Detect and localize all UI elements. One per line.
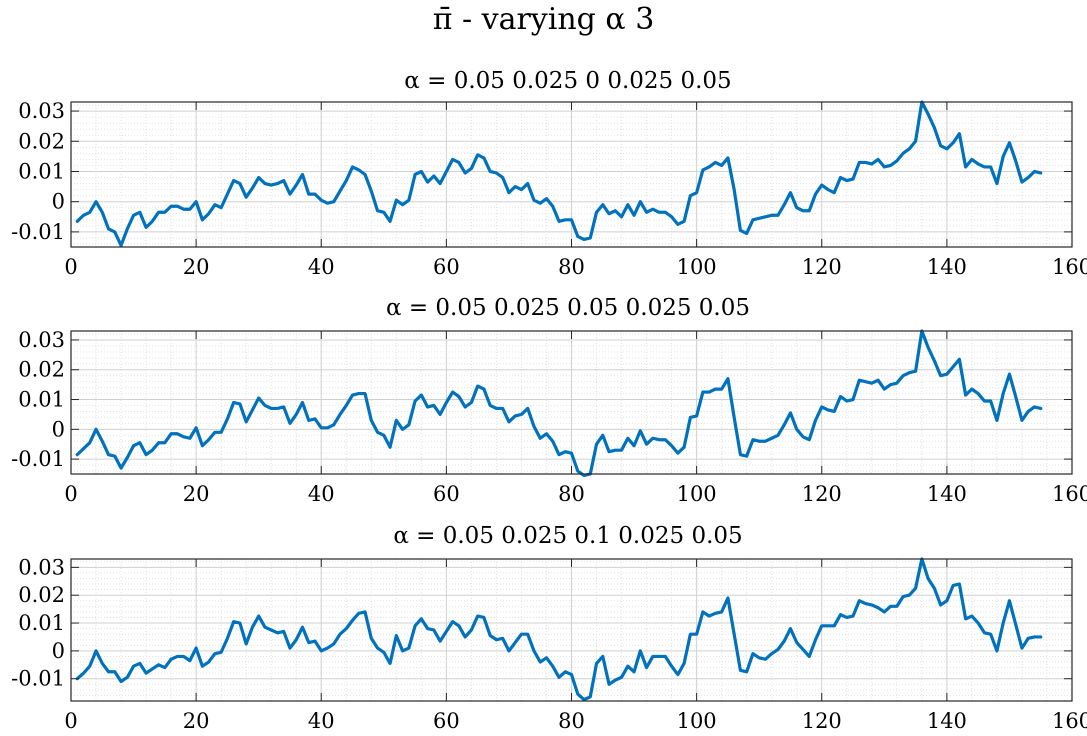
y-tick-label: 0 [52,417,65,441]
x-tick-label: 120 [802,482,842,506]
y-tick-label: -0.01 [11,447,65,471]
y-tick-label: 0.01 [18,159,65,183]
subplot-title: α = 0.05 0.025 0 0.025 0.05 [404,68,731,94]
x-tick-label: 140 [927,255,967,279]
x-tick-label: 60 [433,709,460,733]
x-tick-label: 60 [433,482,460,506]
x-tick-label: 160 [1052,709,1087,733]
x-tick-label: 80 [558,482,585,506]
x-tick-label: 40 [308,255,335,279]
series-line [75,329,1043,478]
y-tick-label: 0 [52,639,65,663]
subplot-3: α = 0.05 0.025 0.1 0.025 0.05 0 20 40 60 80 1… [11,523,1087,733]
x-tick-label: 40 [308,709,335,733]
y-tick-label: -0.01 [11,667,65,691]
plot-area: 0 20 40 60 80 100 120 140 160 -0.01 0 0.01 0.02 0.03 [11,555,1087,733]
y-tick-label: 0.02 [18,358,65,382]
x-tick-label: 140 [927,482,967,506]
x-tick-label: 80 [558,255,585,279]
y-tick-label: 0.03 [18,328,65,352]
subplot-1: α = 0.05 0.025 0 0.025 0.05 0 20 40 60 80 100… [11,68,1087,279]
y-tick-label: 0 [52,190,65,214]
y-tick-label: 0.03 [18,555,65,579]
y-tick-label: -0.01 [11,220,65,244]
plot-area: 0 20 40 60 80 100 120 140 160 -0.01 0 0.01 0.02 0.03 [11,99,1087,279]
x-tick-label: 20 [183,482,210,506]
y-tick-label: 0.01 [18,611,65,635]
x-tick-label: 80 [558,709,585,733]
x-tick-label: 60 [433,255,460,279]
y-tick-label: 0.03 [18,99,65,123]
x-tick-label: 20 [183,255,210,279]
plot-area: 0 20 40 60 80 100 120 140 160 -0.01 0 0.01 0.02 0.03 [11,328,1087,506]
x-tick-label: 120 [802,255,842,279]
subplot-title: α = 0.05 0.025 0.05 0.025 0.05 [386,295,750,321]
figure-title: π̄ - varying α 3 [432,2,655,37]
x-tick-label: 100 [677,709,717,733]
x-tick-label: 0 [64,482,77,506]
x-tick-label: 100 [677,482,717,506]
x-tick-label: 40 [308,482,335,506]
y-tick-label: 0.01 [18,388,65,412]
x-tick-label: 0 [64,255,77,279]
x-tick-label: 0 [64,709,77,733]
x-tick-label: 120 [802,709,842,733]
subplot-2: α = 0.05 0.025 0.05 0.025 0.05 0 20 40 60 80… [11,295,1087,506]
x-tick-label: 140 [927,709,967,733]
subplot-title: α = 0.05 0.025 0.1 0.025 0.05 [393,523,742,549]
x-tick-label: 20 [183,709,210,733]
series-line [75,100,1043,248]
y-tick-label: 0.02 [18,129,65,153]
y-tick-label: 0.02 [18,583,65,607]
x-tick-label: 160 [1052,482,1087,506]
x-tick-label: 100 [677,255,717,279]
series-line [75,557,1043,702]
x-tick-label: 160 [1052,255,1087,279]
